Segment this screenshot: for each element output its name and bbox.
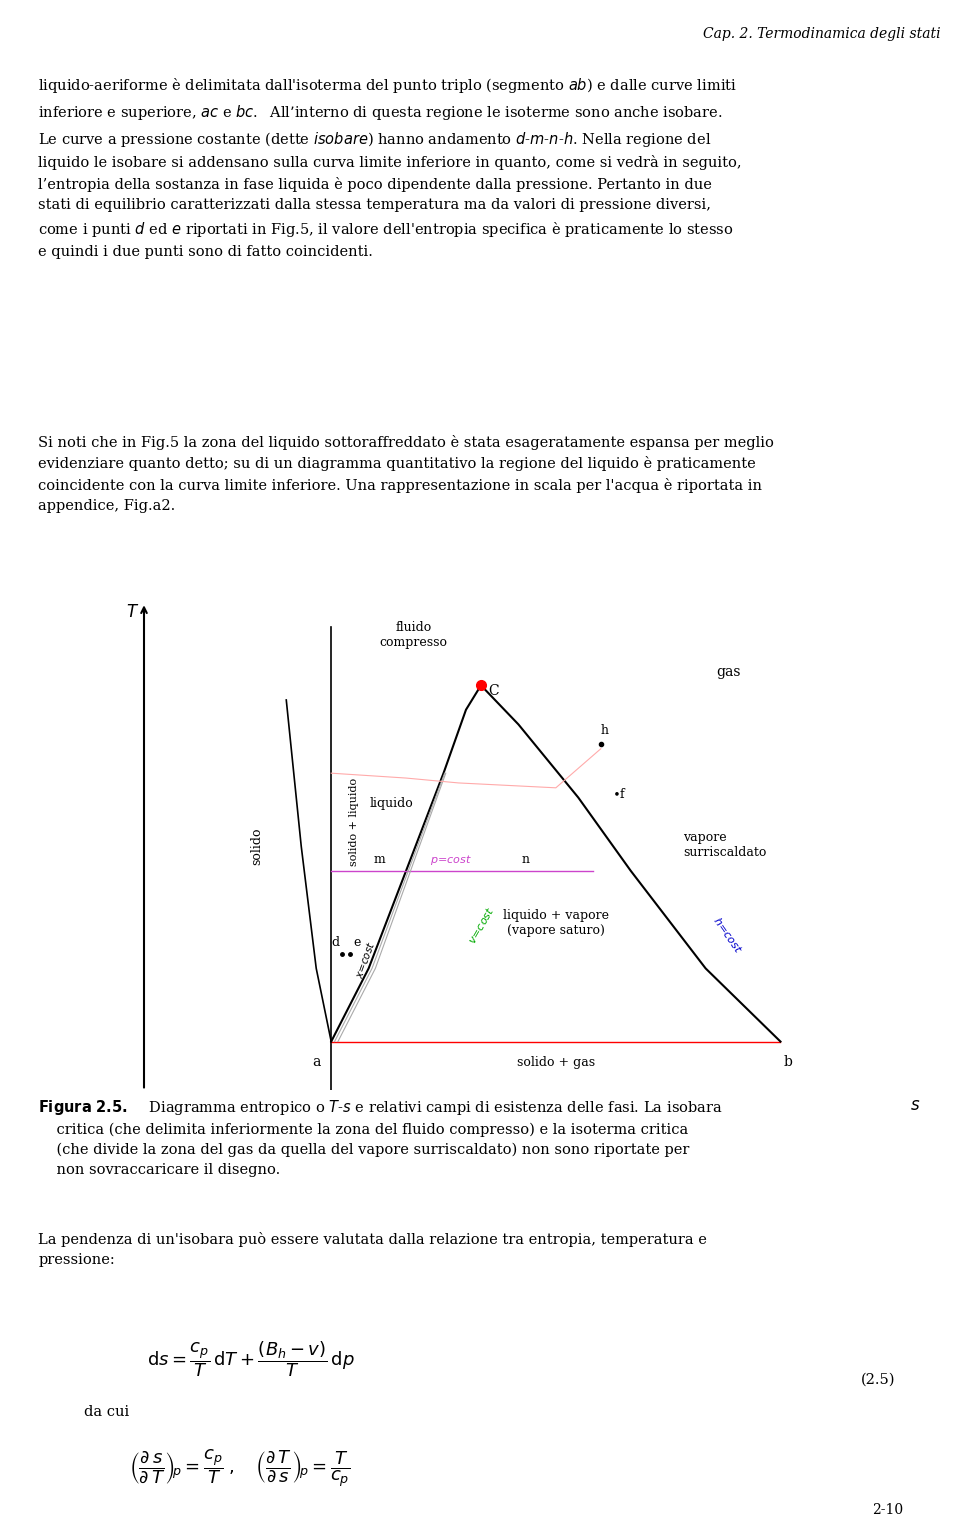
Text: liquido: liquido (370, 798, 413, 810)
Text: $p$=cost: $p$=cost (430, 854, 472, 868)
Text: (2.5): (2.5) (861, 1372, 896, 1388)
Text: $x$=cost: $x$=cost (352, 939, 377, 981)
Text: da cui: da cui (84, 1405, 129, 1420)
Text: solido: solido (250, 828, 263, 865)
Text: La pendenza di un'isobara può essere valutata dalla relazione tra entropia, temp: La pendenza di un'isobara può essere val… (38, 1232, 708, 1267)
Text: $\left(\dfrac{\partial\, s}{\partial\, T}\right)_{\!p} = \dfrac{c_p}{T}$$\;,\qua: $\left(\dfrac{\partial\, s}{\partial\, T… (129, 1447, 350, 1488)
Text: n: n (522, 854, 530, 866)
Text: $s$: $s$ (910, 1096, 921, 1113)
Text: $\bullet$f: $\bullet$f (612, 787, 627, 801)
Text: h: h (601, 724, 609, 737)
Text: liquido + vapore
(vapore saturo): liquido + vapore (vapore saturo) (503, 909, 609, 938)
Text: Si noti che in Fig.5 la zona del liquido sottoraffreddato è stata esageratamente: Si noti che in Fig.5 la zona del liquido… (38, 435, 775, 512)
Text: fluido
compresso: fluido compresso (379, 621, 447, 650)
Text: b: b (783, 1055, 792, 1069)
Text: $\mathbf{Figura\ 2.5.}$    Diagramma entropico o $T$-$s$ e relativi campi di esi: $\mathbf{Figura\ 2.5.}$ Diagramma entrop… (38, 1098, 723, 1177)
Text: gas: gas (716, 665, 740, 679)
Text: $\mathrm{d}s = \dfrac{c_p}{T}\,\mathrm{d}T + \dfrac{\left(B_h - v\right)}{T}\,\m: $\mathrm{d}s = \dfrac{c_p}{T}\,\mathrm{d… (147, 1339, 354, 1379)
Text: 2-10: 2-10 (873, 1502, 903, 1517)
Text: vapore
surriscaldato: vapore surriscaldato (684, 831, 766, 859)
Text: C: C (489, 685, 499, 698)
Text: solido + gas: solido + gas (516, 1055, 595, 1069)
Text: solido + liquido: solido + liquido (348, 778, 359, 866)
Text: e: e (353, 936, 361, 950)
Text: $T$: $T$ (126, 604, 139, 621)
Text: $h$=cost: $h$=cost (711, 915, 745, 956)
Text: $v$=cost: $v$=cost (466, 904, 496, 946)
Text: Cap. 2. Termodinamica degli stati: Cap. 2. Termodinamica degli stati (703, 27, 941, 41)
Text: liquido-aeriforme è delimitata dall'isoterma del punto triplo (segmento $ab$) e : liquido-aeriforme è delimitata dall'isot… (38, 76, 742, 259)
Text: a: a (312, 1055, 321, 1069)
Text: m: m (374, 854, 386, 866)
Text: d: d (331, 936, 339, 950)
